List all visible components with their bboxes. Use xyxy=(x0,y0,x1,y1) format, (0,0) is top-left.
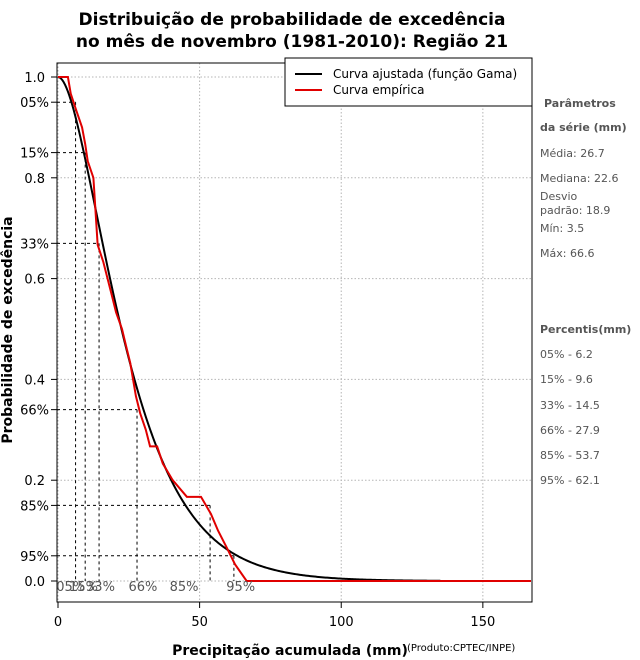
series-gamma-fit xyxy=(57,76,441,582)
percentis-heading: Percentis(mm) xyxy=(540,323,631,336)
chart-title-line1: Distribuição de probabilidade de excedên… xyxy=(79,10,506,30)
param-mediana: Mediana: 22.6 xyxy=(540,172,618,185)
y-tick-label-4: 0.8 xyxy=(24,172,45,187)
series-layer xyxy=(57,76,531,582)
percentil-05: 05% - 6.2 xyxy=(540,348,593,361)
pct-x-label-66%: 66% xyxy=(129,580,158,595)
percentil-95: 95% - 62.1 xyxy=(540,474,600,487)
percentil-85: 85% - 53.7 xyxy=(540,449,600,462)
x-tick-label-3: 150 xyxy=(470,615,495,630)
pct-x-label-15%: 15% xyxy=(69,580,98,595)
pct-y-tick-label-66%: 66% xyxy=(20,404,49,419)
legend-label-gamma: Curva ajustada (função Gama) xyxy=(333,67,517,81)
pct-y-tick-label-33%: 33% xyxy=(20,237,49,252)
pct-y-tick-label-05%: 05% xyxy=(20,96,49,111)
x-tick-label-0: 0 xyxy=(54,615,62,630)
pct-y-tick-label-15%: 15% xyxy=(20,147,49,162)
x-tick-label-2: 100 xyxy=(329,615,354,630)
x-axis: 0 50 100 150 xyxy=(54,602,495,630)
y-axis: 0.0 0.2 0.4 0.6 0.8 1.0 xyxy=(24,71,57,590)
legend-label-empirical: Curva empírica xyxy=(333,83,424,97)
series-empirical xyxy=(58,76,531,582)
y-axis-title: Probabilidade de excedência xyxy=(0,216,16,443)
params-heading-2: da série (mm) xyxy=(540,121,627,134)
percentil-33: 33% - 14.5 xyxy=(540,399,600,412)
x-tick-label-1: 50 xyxy=(191,615,208,630)
param-min: Mín: 3.5 xyxy=(540,222,584,235)
param-desvio-2: padrão: 18.9 xyxy=(540,204,610,217)
param-media: Média: 26.7 xyxy=(540,147,605,160)
percentile-x-labels: 05%15%33% 66% 85% 95% xyxy=(56,580,255,595)
legend: Curva ajustada (função Gama) Curva empír… xyxy=(284,57,533,107)
percentil-15: 15% - 9.6 xyxy=(540,373,593,386)
percentil-66: 66% - 27.9 xyxy=(540,424,600,437)
y-tick-label-5: 1.0 xyxy=(24,71,45,86)
plot-frame xyxy=(56,62,533,603)
params-heading-1: Parâmetros xyxy=(544,97,616,110)
legend-box xyxy=(284,57,533,107)
percentile-guides xyxy=(57,101,235,581)
chart-title-line2: no mês de novembro (1981-2010): Região 2… xyxy=(76,32,508,52)
pct-x-label-85%: 85% xyxy=(170,580,199,595)
y-tick-label-1: 0.2 xyxy=(24,474,45,489)
side-panel: Parâmetros da série (mm) Média: 26.7 Med… xyxy=(540,97,631,487)
pct-x-label-95%: 95% xyxy=(226,580,255,595)
x-axis-title: Precipitação acumulada (mm) xyxy=(172,643,408,659)
param-max: Máx: 66.6 xyxy=(540,247,594,260)
pct-y-tick-label-85%: 85% xyxy=(20,499,49,514)
y-tick-label-3: 0.6 xyxy=(24,273,45,288)
credit-text: (Produto:CPTEC/INPE) xyxy=(407,643,515,654)
pct-x-label-05%: 05% xyxy=(56,580,85,595)
y-tick-label-0: 0.0 xyxy=(24,575,45,590)
grid-layer xyxy=(57,63,532,602)
y-tick-label-2: 0.4 xyxy=(24,373,45,388)
pct-y-tick-label-95%: 95% xyxy=(20,550,49,565)
param-desvio-1: Desvio xyxy=(540,190,578,203)
pct-x-label-33%: 33% xyxy=(86,580,115,595)
percentile-y-labels: 05% 15% 33% 66% 85% 95% xyxy=(20,96,57,565)
